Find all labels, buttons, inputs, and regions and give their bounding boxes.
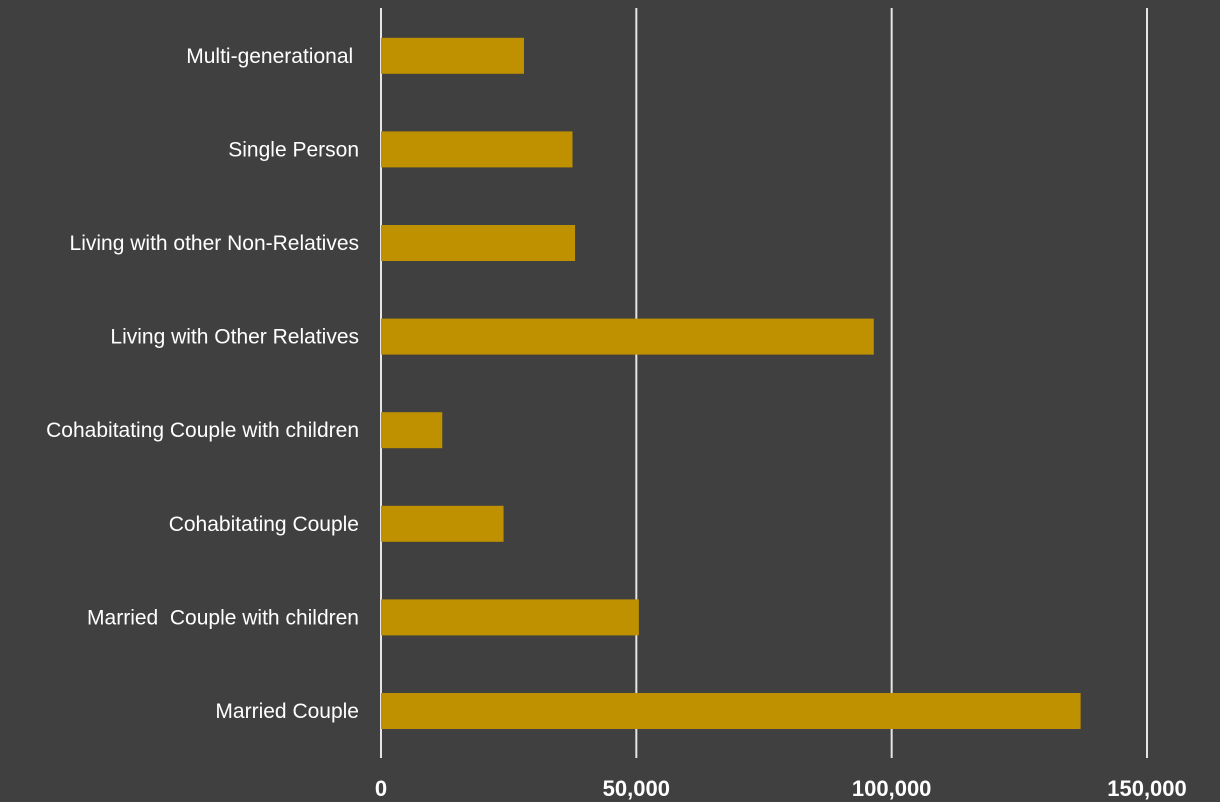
category-labels: Married Couple Married Couple with childr… — [46, 45, 359, 723]
category-label-5: Living with other Non-Relatives — [70, 232, 359, 255]
category-label-7: Multi-generational — [186, 45, 359, 68]
bar-4 — [381, 318, 874, 355]
bar-7 — [381, 37, 524, 74]
category-label-3: Cohabitating Couple with children — [46, 419, 359, 442]
bar-6 — [381, 131, 573, 168]
category-label-1: Married Couple with children — [87, 606, 359, 629]
x-tick-label-0: 0 — [375, 776, 387, 801]
bar-2 — [381, 505, 504, 542]
x-tick-labels: 0 50,000 100,000 150,000 — [375, 776, 1187, 801]
bar-5 — [381, 225, 576, 261]
x-tick-label-1: 50,000 — [603, 776, 670, 801]
category-label-2: Cohabitating Couple — [169, 513, 359, 536]
bar-0 — [381, 693, 1081, 729]
x-tick-label-3: 150,000 — [1107, 776, 1187, 801]
bar-3 — [381, 412, 443, 449]
bar-1 — [381, 599, 639, 636]
x-tick-label-2: 100,000 — [852, 776, 932, 801]
category-label-0: Married Couple — [215, 700, 359, 723]
gridlines — [380, 8, 1148, 758]
category-label-4: Living with Other Relatives — [110, 326, 359, 349]
bars — [381, 37, 1081, 729]
category-label-6: Single Person — [228, 138, 359, 161]
